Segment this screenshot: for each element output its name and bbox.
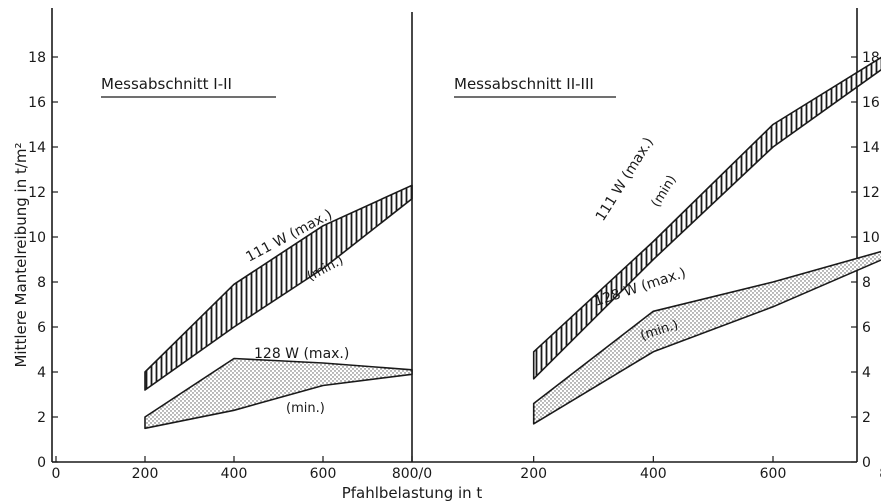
right-y-tick-label: 8 [862,275,871,291]
label-128w-min-left: (min.) [286,401,325,416]
panel-title-right: Messabschnitt II-III [454,75,594,93]
left-y-tick-label: 18 [28,50,46,66]
right-y-tick-label: 0 [862,455,871,471]
x-tick-label: 400 [640,466,667,482]
band-128w-left [144,357,413,430]
left-y-tick-label: 0 [37,455,46,471]
right-y-tick-label: 12 [862,185,880,201]
band-128w-right [532,250,881,425]
label-111w-min-right: (min) [649,173,680,210]
x-ticks: 0 200 400 600 800/0 200 400 600 800 [52,456,881,482]
right-y-tick-label: 14 [862,140,880,156]
left-y-tick-label: 2 [37,410,46,426]
right-y-tick-label: 16 [862,95,880,111]
x-tick-label: 0 [52,466,61,482]
label-128w-max-left: 128 W (max.) [254,346,349,362]
x-tick-label: 400 [221,466,248,482]
left-y-tick-label: 6 [37,320,46,336]
y-axis-label: Mittlere Mantelreibung in t/m² [12,142,30,367]
left-y-tick-label: 12 [28,185,46,201]
right-y-tick-label: 10 [862,230,880,246]
left-y-tick-label: 14 [28,140,46,156]
right-y-tick-label: 2 [862,410,871,426]
left-y-tick-label: 16 [28,95,46,111]
band-111w-left [144,184,413,391]
panel-title-left: Messabschnitt I-II [101,75,232,93]
left-y-tick-label: 8 [37,275,46,291]
left-y-tick-label: 10 [28,230,46,246]
band-111w-right [532,56,881,380]
panel-titles: Messabschnitt I-II Messabschnitt II-III [101,75,616,98]
x-tick-label: 800/0 [392,466,432,482]
x-tick-label: 200 [520,466,547,482]
bands-layer [144,56,881,430]
left-y-tick-label: 4 [37,365,46,381]
x-tick-label: 600 [760,466,787,482]
x-tick-label: 600 [310,466,337,482]
left-y-ticks: 0 2 4 6 8 10 12 14 16 18 [28,50,58,471]
label-111w-max-right: 111 W (max.) [593,135,657,224]
x-tick-label: 200 [132,466,159,482]
x-tick-label: 800 [879,466,881,482]
right-y-tick-label: 4 [862,365,871,381]
x-axis-label: Pfahlbelastung in t [342,484,483,502]
right-y-tick-label: 6 [862,320,871,336]
